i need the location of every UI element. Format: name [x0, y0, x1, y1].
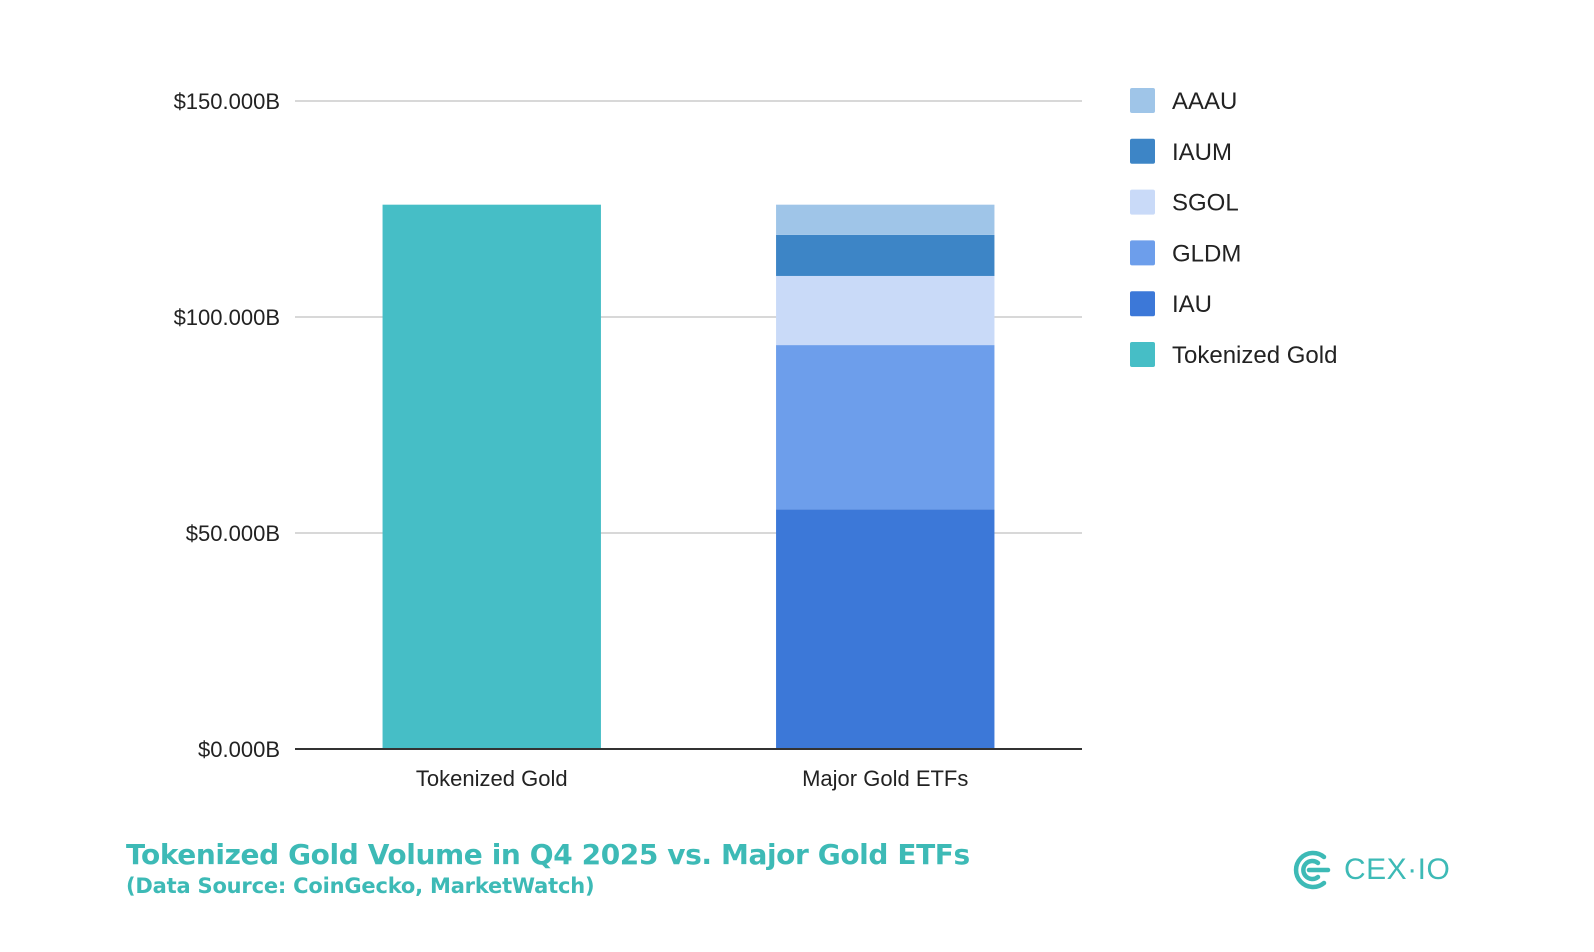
legend-swatch-iaum [1130, 138, 1155, 164]
legend-label: SGOL [1172, 190, 1239, 217]
x-tick-label: Tokenized Gold [416, 766, 568, 791]
chart-title: Tokenized Gold Volume in Q4 2025 vs. Maj… [126, 838, 970, 871]
cex-io-logo-icon [1293, 850, 1331, 890]
legend-swatch-sgol [1130, 189, 1155, 215]
chart-data-source: (Data Source: CoinGecko, MarketWatch) [126, 874, 595, 898]
brand-name: CEX·IO [1344, 853, 1451, 886]
bars [382, 204, 995, 749]
bar-segment-gldm [776, 345, 995, 510]
y-tick-label: $0.000B [198, 737, 280, 762]
y-tick-label: $150.000B [174, 89, 280, 114]
brand-logo: CEX·IO [1290, 848, 1450, 892]
legend-label: AAAU [1172, 88, 1237, 115]
legend: AAAU IAUM SGOL GLDM IAU Tokenized Gold [1130, 88, 1337, 369]
legend-label: GLDM [1172, 240, 1241, 267]
legend-label: Tokenized Gold [1172, 342, 1337, 369]
x-tick-label: Major Gold ETFs [802, 766, 968, 791]
bar-segment-iaum [776, 234, 995, 276]
legend-swatch-tokenized-gold [1130, 342, 1155, 367]
bar-segment-iau [776, 509, 995, 749]
bar-segment-sgol [776, 275, 995, 346]
axes: $0.000B $50.000B $100.000B $150.000B Tokeniz… [174, 89, 1082, 791]
y-tick-label: $100.000B [174, 305, 280, 330]
legend-swatch-gldm [1130, 240, 1155, 266]
bar-segment-tokenized-gold [382, 204, 601, 749]
legend-swatch-iau [1130, 291, 1155, 317]
y-tick-label: $50.000B [186, 521, 280, 546]
legend-label: IAU [1172, 291, 1212, 318]
legend-swatch-aaau [1130, 88, 1155, 113]
legend-label: IAUM [1172, 139, 1232, 166]
bar-segment-aaau [776, 204, 995, 235]
